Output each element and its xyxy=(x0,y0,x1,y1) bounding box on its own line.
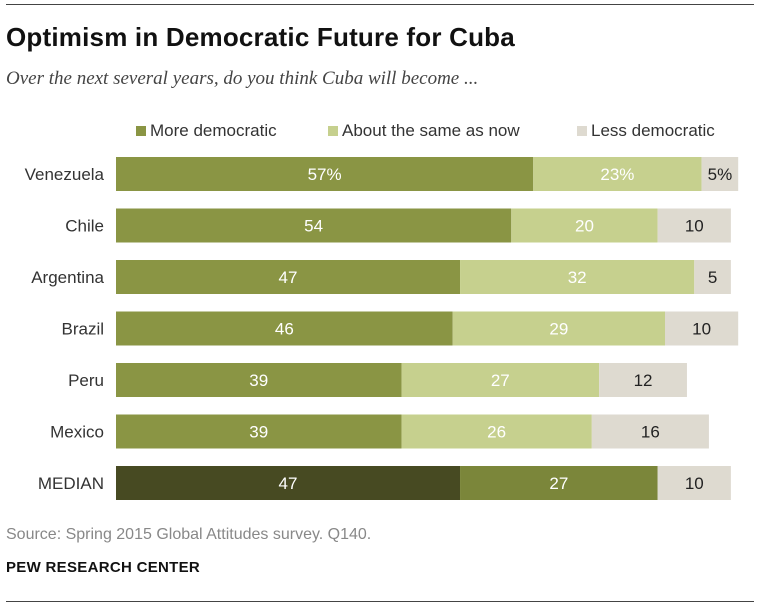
value-label-brazil-series-2: 29 xyxy=(549,320,568,339)
category-label-peru: Peru xyxy=(68,371,104,390)
bar-argentina-series-1 xyxy=(116,260,461,294)
bar-venezuela-series-1 xyxy=(116,157,534,191)
bottom-rule xyxy=(6,601,754,602)
legend-swatch-about-the-same xyxy=(328,126,338,136)
chart-subtitle: Over the next several years, do you thin… xyxy=(6,68,479,89)
value-label-peru-series-1: 39 xyxy=(249,371,268,390)
top-rule xyxy=(6,4,754,5)
category-label-argentina: Argentina xyxy=(31,268,104,287)
value-label-argentina-series-3: 5 xyxy=(708,268,717,287)
value-label-chile-series-1: 54 xyxy=(304,217,323,236)
legend-item-less-democratic: Less democratic xyxy=(577,121,715,141)
bar-peru-series-3 xyxy=(599,363,687,397)
value-label-mexico-series-2: 26 xyxy=(487,423,506,442)
bar-venezuela-series-2 xyxy=(533,157,702,191)
bar-argentina-series-2 xyxy=(460,260,695,294)
source-note: Source: Spring 2015 Global Attitudes sur… xyxy=(6,526,372,543)
category-label-brazil: Brazil xyxy=(61,320,104,339)
value-label-chile-series-3: 10 xyxy=(685,217,704,236)
bar-chile-series-3 xyxy=(657,208,731,243)
legend-label-more-democratic: More democratic xyxy=(150,121,277,140)
value-label-brazil-series-3: 10 xyxy=(692,320,711,339)
value-label-venezuela-series-1: 57% xyxy=(308,165,342,184)
legend-item-more-democratic: More democratic xyxy=(136,121,277,141)
legend-label-less-democratic: Less democratic xyxy=(591,121,715,140)
value-label-median-series-2: 27 xyxy=(549,474,568,493)
value-label-chile-series-2: 20 xyxy=(575,217,594,236)
bar-peru-series-1 xyxy=(116,363,402,397)
bar-mexico-series-3 xyxy=(591,414,709,449)
chart-title: Optimism in Democratic Future for Cuba xyxy=(6,22,515,52)
value-label-venezuela-series-3: 5% xyxy=(708,165,733,184)
value-label-brazil-series-1: 46 xyxy=(275,320,294,339)
legend-item-about-the-same: About the same as now xyxy=(328,121,520,141)
bar-chile-series-1 xyxy=(116,208,512,243)
value-label-venezuela-series-2: 23% xyxy=(600,165,634,184)
value-label-median-series-1: 47 xyxy=(279,474,298,493)
bar-chile-series-2 xyxy=(511,208,658,243)
bar-median-series-3 xyxy=(657,466,731,500)
value-label-peru-series-2: 27 xyxy=(491,371,510,390)
bar-argentina-series-3 xyxy=(694,260,731,294)
category-label-chile: Chile xyxy=(65,217,104,236)
bar-peru-series-2 xyxy=(401,363,600,397)
bar-mexico-series-2 xyxy=(401,414,592,449)
legend-label-about-the-same: About the same as now xyxy=(342,121,520,140)
bar-brazil-series-2 xyxy=(452,311,665,346)
bar-brazil-series-1 xyxy=(116,311,453,346)
value-label-mexico-series-3: 16 xyxy=(641,423,660,442)
value-label-peru-series-3: 12 xyxy=(634,371,653,390)
category-label-venezuela: Venezuela xyxy=(25,165,105,184)
bar-venezuela-series-3 xyxy=(701,157,739,191)
bar-median-series-2 xyxy=(460,466,658,500)
legend-swatch-less-democratic xyxy=(577,126,587,136)
legend-swatch-more-democratic xyxy=(136,126,146,136)
value-label-mexico-series-1: 39 xyxy=(249,423,268,442)
category-label-mexico: Mexico xyxy=(50,423,104,442)
bar-brazil-series-3 xyxy=(665,311,739,346)
value-label-median-series-3: 10 xyxy=(685,474,704,493)
bar-median-series-1 xyxy=(116,466,461,500)
value-label-argentina-series-2: 32 xyxy=(568,268,587,287)
organization-credit: PEW RESEARCH CENTER xyxy=(6,559,201,576)
value-label-argentina-series-1: 47 xyxy=(279,268,298,287)
category-label-median: MEDIAN xyxy=(38,474,104,493)
bar-mexico-series-1 xyxy=(116,414,402,449)
